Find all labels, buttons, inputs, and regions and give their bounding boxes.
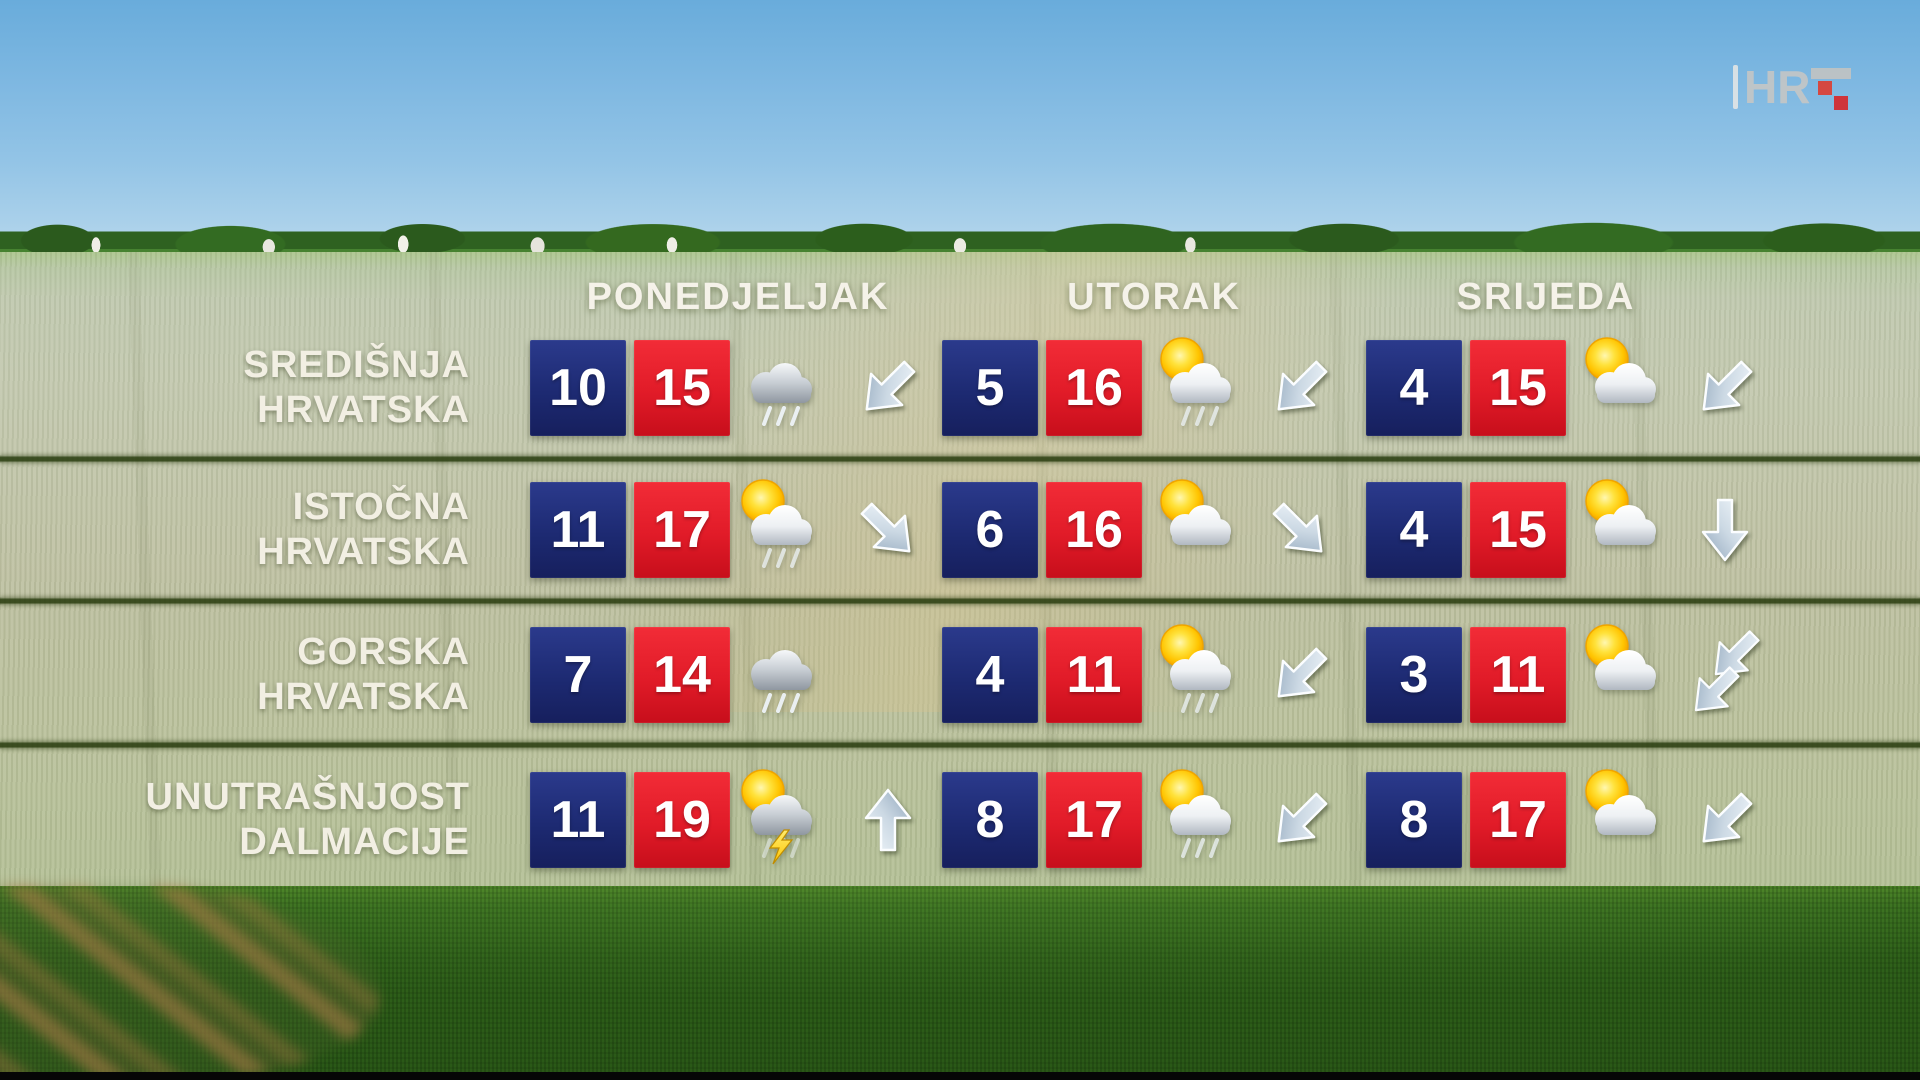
- max-temp-box: 15: [1470, 340, 1566, 436]
- wind-arrow-down-left-icon: [1262, 782, 1338, 863]
- hrt-logo-letters: HR: [1744, 61, 1811, 113]
- hrt-logo-bar: [1733, 65, 1738, 109]
- day-header-utorak: UTORAK: [1067, 276, 1241, 318]
- region-label-line: SREDIŠNJA: [243, 344, 470, 386]
- max-temp-box: 15: [1470, 482, 1566, 578]
- min-temp-box: 8: [942, 772, 1038, 868]
- region-label-line: HRVATSKA: [257, 389, 470, 431]
- region-label: SREDIŠNJA HRVATSKA: [0, 340, 470, 436]
- weather-sun-cloud-icon: [1574, 472, 1670, 576]
- min-temp-box: 7: [530, 627, 626, 723]
- region-label-line: ISTOČNA: [292, 486, 470, 528]
- weather-cloud-rain-icon: [730, 330, 826, 434]
- wind-arrow-down-left-icon: [850, 350, 926, 431]
- weather-sun-cloud-icon: [1574, 617, 1670, 721]
- wind-arrow-down-left-icon: [1262, 637, 1338, 718]
- region-label-line: HRVATSKA: [257, 531, 470, 573]
- min-temp-box: 4: [942, 627, 1038, 723]
- min-temp-box: 4: [1366, 340, 1462, 436]
- min-temp-box: 10: [530, 340, 626, 436]
- max-temp-box: 17: [1046, 772, 1142, 868]
- row-separator: [0, 597, 1920, 605]
- wind-arrow-down-left-double-icon: [1685, 629, 1765, 726]
- min-temp-box: 11: [530, 772, 626, 868]
- min-temp-box: 4: [1366, 482, 1462, 578]
- weather-sun-cloud-icon: [1574, 330, 1670, 434]
- hrt-logo: HR: [1733, 60, 1853, 116]
- min-temp-box: 11: [530, 482, 626, 578]
- weather-sun-cloud-thunder-icon: [730, 762, 826, 866]
- region-label: UNUTRAŠNJOST DALMACIJE: [0, 772, 470, 868]
- weather-sun-cloud-icon: [1574, 762, 1670, 866]
- max-temp-box: 17: [634, 482, 730, 578]
- wind-arrow-down-right-icon: [850, 492, 926, 573]
- wind-arrow-down-right-icon: [1262, 492, 1338, 573]
- weather-sun-cloud-rain-icon: [1149, 617, 1245, 721]
- max-temp-box: 11: [1046, 627, 1142, 723]
- hrt-checker-red-square: [1818, 81, 1832, 95]
- region-label-line: UNUTRAŠNJOST: [145, 776, 470, 818]
- region-label-line: DALMACIJE: [239, 821, 470, 863]
- weather-sun-cloud-rain-icon: [730, 472, 826, 576]
- hrt-checker-bar: [1811, 68, 1851, 79]
- day-header-srijeda: SRIJEDA: [1456, 276, 1636, 318]
- min-temp-box: 8: [1366, 772, 1462, 868]
- region-label: GORSKA HRVATSKA: [0, 627, 470, 723]
- region-label-line: HRVATSKA: [257, 676, 470, 718]
- max-temp-box: 15: [634, 340, 730, 436]
- wind-arrow-up-icon: [850, 782, 926, 863]
- row-separator: [0, 741, 1920, 749]
- max-temp-box: 17: [1470, 772, 1566, 868]
- wind-arrow-down-left-icon: [1262, 350, 1338, 431]
- wind-arrow-down-left-icon: [1687, 350, 1763, 431]
- treeline-horizon: [0, 212, 1920, 258]
- hrt-checker-red-square: [1834, 96, 1848, 110]
- wind-arrow-down-icon: [1687, 492, 1763, 573]
- row-separator: [0, 455, 1920, 463]
- weather-sun-cloud-rain-icon: [1149, 330, 1245, 434]
- max-temp-box: 16: [1046, 482, 1142, 578]
- day-header-ponedjeljak: PONEDJELJAK: [586, 276, 890, 318]
- weather-sun-cloud-icon: [1149, 472, 1245, 576]
- weather-sun-cloud-rain-icon: [1149, 762, 1245, 866]
- min-temp-box: 5: [942, 340, 1038, 436]
- hrt-checkerboard-icon: [1811, 68, 1851, 110]
- max-temp-box: 11: [1470, 627, 1566, 723]
- min-temp-box: 6: [942, 482, 1038, 578]
- wind-arrow-down-left-icon: [1687, 782, 1763, 863]
- min-temp-box: 3: [1366, 627, 1462, 723]
- region-label: ISTOČNA HRVATSKA: [0, 482, 470, 578]
- max-temp-box: 14: [634, 627, 730, 723]
- region-label-line: GORSKA: [297, 631, 470, 673]
- bottom-black-bar: [0, 1072, 1920, 1080]
- weather-cloud-rain-icon: [730, 617, 826, 721]
- max-temp-box: 19: [634, 772, 730, 868]
- max-temp-box: 16: [1046, 340, 1142, 436]
